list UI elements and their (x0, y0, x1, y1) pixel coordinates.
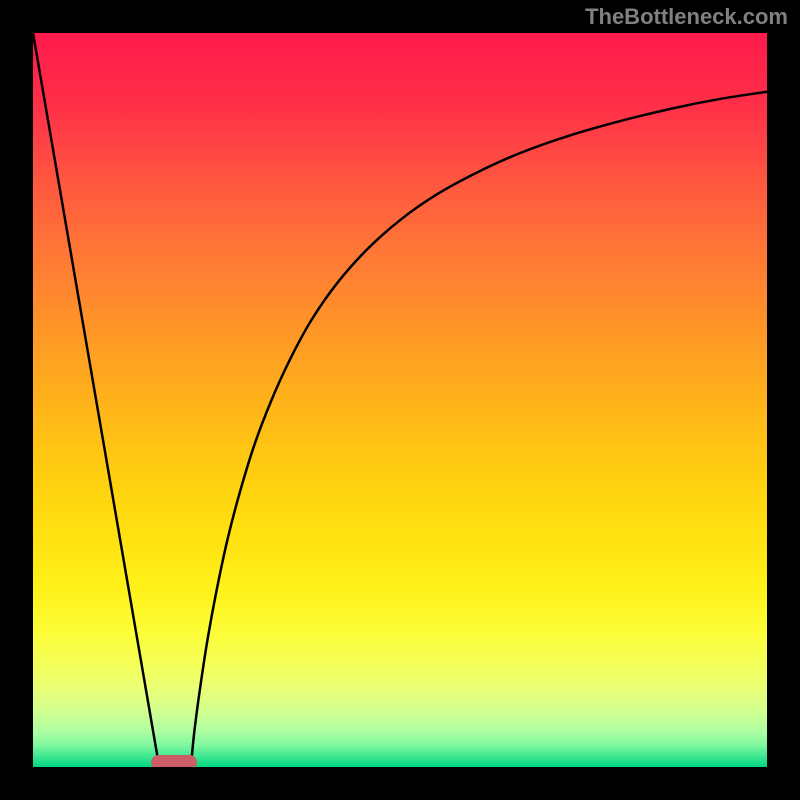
left-bottleneck-line (33, 33, 159, 767)
plot-area (33, 33, 767, 767)
right-bottleneck-curve (191, 92, 767, 767)
watermark-text: TheBottleneck.com (585, 4, 788, 30)
bottleneck-marker (151, 755, 197, 767)
curves-layer (33, 33, 767, 767)
